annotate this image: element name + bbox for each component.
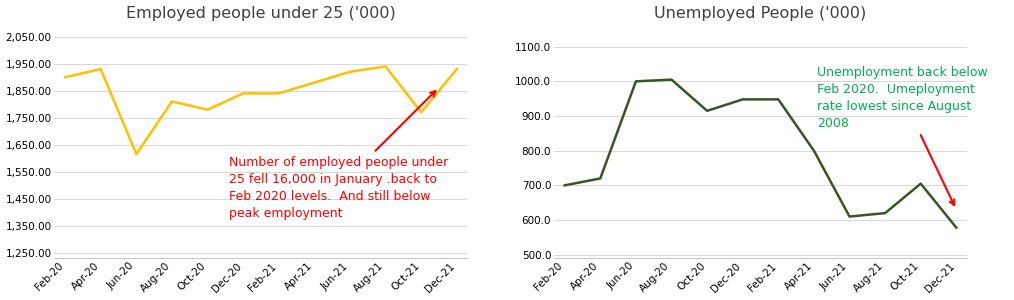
Text: Number of employed people under
25 fell 16,000 in January .back to
Feb 2020 leve: Number of employed people under 25 fell …	[229, 91, 448, 220]
Title: Employed people under 25 ('000): Employed people under 25 ('000)	[126, 6, 395, 21]
Title: Unemployed People ('000): Unemployed People ('000)	[654, 6, 867, 21]
Text: Unemployment back below
Feb 2020.  Umeployment
rate lowest since August
2008: Unemployment back below Feb 2020. Umeplo…	[817, 66, 989, 205]
